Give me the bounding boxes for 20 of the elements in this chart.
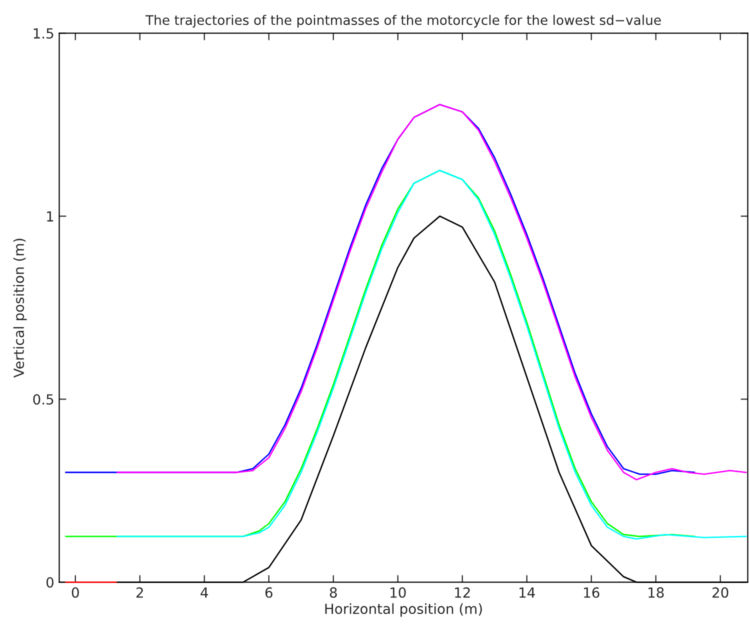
x-tick-label: 14: [520, 587, 535, 598]
x-tick-label: 20: [712, 587, 728, 598]
x-tick-label: 0: [72, 587, 79, 598]
y-tick-label: 0.5: [33, 394, 54, 405]
x-tick-label: 8: [330, 587, 337, 598]
y-tick-label: 0: [46, 577, 54, 588]
x-tick-label: 16: [584, 587, 600, 598]
line-series: [116, 170, 747, 540]
y-tick-label: 1.5: [34, 28, 54, 39]
y-tick-label: 1: [47, 211, 54, 222]
x-axis-title: Horizontal position (m): [325, 603, 482, 617]
x-tick-label: 4: [200, 587, 208, 598]
x-tick-label: 2: [136, 587, 143, 598]
x-tick-label: 6: [265, 587, 272, 598]
x-tick-label: 18: [648, 587, 664, 598]
x-tick-label: 12: [455, 587, 470, 598]
y-axis-title: Vertical position (m): [13, 238, 27, 378]
chart-title: The trajectories of the pointmasses of the motorcycle for the lowest sd−value: [145, 14, 661, 28]
x-tick-label: 10: [390, 587, 406, 598]
line-series: [116, 104, 747, 480]
